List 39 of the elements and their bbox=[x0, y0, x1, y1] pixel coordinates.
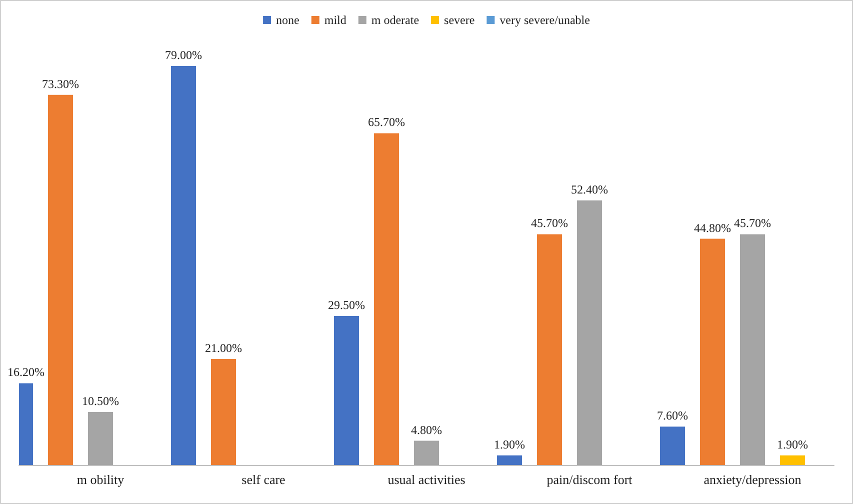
data-label: 79.00% bbox=[165, 48, 202, 62]
x-tick-label: pain/discom fort bbox=[546, 472, 633, 487]
bar bbox=[497, 455, 522, 465]
data-label: 44.80% bbox=[694, 220, 731, 235]
bar bbox=[374, 133, 399, 465]
data-label: 7.60% bbox=[657, 408, 688, 423]
legend-label: severe bbox=[444, 13, 475, 27]
legend-label: mild bbox=[324, 13, 346, 27]
data-label: 21.00% bbox=[205, 340, 242, 355]
data-label: 16.20% bbox=[8, 365, 44, 380]
data-label: 45.70% bbox=[734, 216, 771, 230]
data-label: 52.40% bbox=[571, 182, 608, 196]
data-label: 10.50% bbox=[82, 394, 119, 408]
x-tick-label: m obility bbox=[76, 472, 125, 487]
bar bbox=[780, 455, 805, 465]
bar bbox=[700, 238, 725, 465]
data-label: 1.90% bbox=[777, 437, 808, 452]
x-tick-label: anxiety/depression bbox=[704, 472, 802, 487]
bar bbox=[414, 440, 439, 465]
bar bbox=[48, 94, 73, 465]
data-label: 4.80% bbox=[411, 422, 442, 437]
data-label: 1.90% bbox=[494, 437, 525, 452]
bar bbox=[334, 316, 359, 465]
data-label: 29.50% bbox=[328, 298, 365, 312]
data-label: 65.70% bbox=[368, 115, 405, 130]
data-label: 45.70% bbox=[531, 216, 568, 230]
bar bbox=[171, 66, 196, 465]
bar bbox=[88, 412, 113, 465]
legend-label: very severe/unable bbox=[500, 13, 590, 27]
bar bbox=[577, 200, 602, 465]
bar bbox=[740, 234, 765, 465]
bar bbox=[660, 426, 685, 465]
legend-label: m oderate bbox=[371, 13, 420, 27]
legend-label: none bbox=[276, 13, 300, 27]
bar bbox=[537, 234, 562, 465]
bar bbox=[211, 358, 236, 465]
data-label: 73.30% bbox=[42, 76, 79, 91]
x-tick-label: usual activities bbox=[388, 472, 466, 487]
x-tick-label: self care bbox=[242, 472, 286, 487]
